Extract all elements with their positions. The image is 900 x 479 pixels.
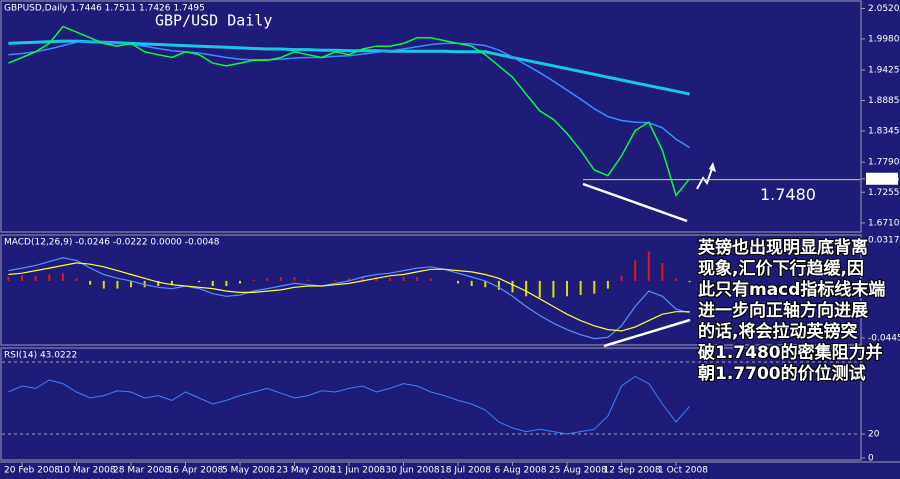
annotation: 英镑也出现明显底背离 现象,汇价下行趋缓,因 此只有macd指标线末端 进一步向正轴方… xyxy=(698,238,898,385)
trend-line xyxy=(603,318,691,348)
rsi-header: RSI(14) 43.0222 xyxy=(4,351,77,361)
price-panel xyxy=(0,0,862,233)
y-tick-label: 1.9980 xyxy=(868,34,900,44)
x-tick-label: 6 Aug 2008 xyxy=(495,466,547,476)
annotation-line: 朝1.7700的价位测试 xyxy=(698,364,866,384)
arrow xyxy=(696,165,714,190)
annotation-line: 现象,汇价下行趋缓,因 xyxy=(698,259,864,279)
annotation-line: 的话,将会拉动英镑突 xyxy=(698,322,858,342)
arrow-head xyxy=(709,162,716,172)
x-tick-label: 5 May 2008 xyxy=(222,466,275,476)
x-tick-label: 10 Mar 2008 xyxy=(59,466,116,476)
y-tick-label: 1.7790 xyxy=(868,158,900,168)
y-tick-label: 1.9425 xyxy=(868,66,900,76)
price-header: GBPUSD,Daily 1.7446 1.7511 1.7426 1.7495 xyxy=(4,4,205,14)
y-tick-label: 1.8885 xyxy=(868,96,900,106)
x-tick-label: 1 Oct 2008 xyxy=(658,466,708,476)
x-tick-label: 30 Jun 2008 xyxy=(386,466,440,476)
trend-line xyxy=(582,182,688,223)
x-tick-label: 16 Apr 2008 xyxy=(168,466,224,476)
macd-header: MACD(12,26,9) -0.0246 -0.0222 0.0000 -0.… xyxy=(4,238,220,248)
series-line xyxy=(8,262,690,332)
y-tick-label: 1.6710 xyxy=(868,218,900,228)
chart-title: GBP/USD Daily xyxy=(155,12,272,30)
y-tick-label: 0 xyxy=(868,454,874,464)
series-line xyxy=(8,40,690,149)
series-line xyxy=(8,257,690,340)
resistance-label: 1.7480 xyxy=(760,185,816,204)
y-tick-label: 1.7495 xyxy=(868,174,900,184)
series-line xyxy=(8,375,690,435)
x-tick-label: 11 Jun 2008 xyxy=(331,466,385,476)
x-tick-label: 12 Sep 2008 xyxy=(604,466,661,476)
annotation-line: 进一步向正轴方向进展 xyxy=(698,301,868,321)
y-tick-label: 0.0317 xyxy=(868,236,900,246)
macd-panel xyxy=(0,234,862,346)
x-tick-label: 18 Jul 2008 xyxy=(440,466,491,476)
annotation-line: 破1.7480的密集阻力并 xyxy=(698,343,883,363)
x-tick-label: 20 Feb 2008 xyxy=(4,466,60,476)
series-line xyxy=(8,25,691,197)
current-price-box xyxy=(866,172,898,185)
rsi-panel xyxy=(0,347,862,461)
y-tick-label: 1.8345 xyxy=(868,126,900,136)
x-tick-label: 28 Mar 2008 xyxy=(113,466,170,476)
y-tick-label: 20 xyxy=(868,430,880,440)
y-tick-label: 2.0520 xyxy=(868,4,900,14)
annotation-line: 此只有macd指标线末端 xyxy=(698,280,886,300)
y-tick-label: 1.7255 xyxy=(868,188,900,198)
y-tick-label: -0.0445 xyxy=(868,333,900,343)
series-line xyxy=(8,39,690,96)
x-tick-label: 25 Aug 2008 xyxy=(549,466,607,476)
x-tick-label: 23 May 2008 xyxy=(277,466,336,476)
annotation-line: 英镑也出现明显底背离 xyxy=(698,238,868,258)
